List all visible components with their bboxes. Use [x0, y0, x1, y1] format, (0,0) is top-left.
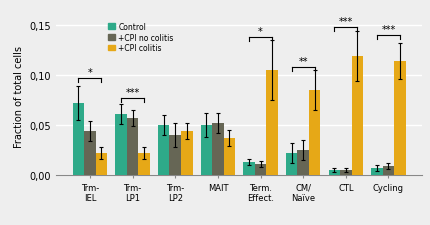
Bar: [73, 104, 84, 176]
Bar: [223, 139, 235, 176]
Bar: [181, 132, 192, 176]
Bar: [351, 57, 362, 176]
Text: ***: ***: [125, 88, 139, 98]
Bar: [95, 154, 107, 176]
Bar: [200, 126, 212, 176]
Y-axis label: Fraction of total cells: Fraction of total cells: [14, 46, 24, 148]
Bar: [138, 154, 150, 176]
Text: ***: ***: [381, 25, 395, 35]
Bar: [393, 62, 405, 176]
Bar: [243, 162, 254, 176]
Bar: [266, 71, 277, 176]
Legend: Control, +CPI no colitis, +CPI colitis: Control, +CPI no colitis, +CPI colitis: [107, 22, 174, 54]
Text: *: *: [258, 27, 262, 37]
Bar: [126, 119, 138, 176]
Bar: [370, 169, 382, 176]
Bar: [382, 166, 393, 176]
Bar: [308, 91, 319, 176]
Bar: [339, 171, 351, 176]
Bar: [84, 132, 95, 176]
Bar: [285, 154, 297, 176]
Bar: [328, 171, 339, 176]
Bar: [297, 151, 308, 176]
Bar: [254, 164, 266, 176]
Bar: [169, 136, 181, 176]
Bar: [212, 124, 223, 176]
Text: ***: ***: [338, 17, 352, 27]
Text: **: **: [298, 57, 307, 67]
Text: *: *: [87, 68, 92, 78]
Bar: [158, 126, 169, 176]
Bar: [115, 115, 126, 176]
